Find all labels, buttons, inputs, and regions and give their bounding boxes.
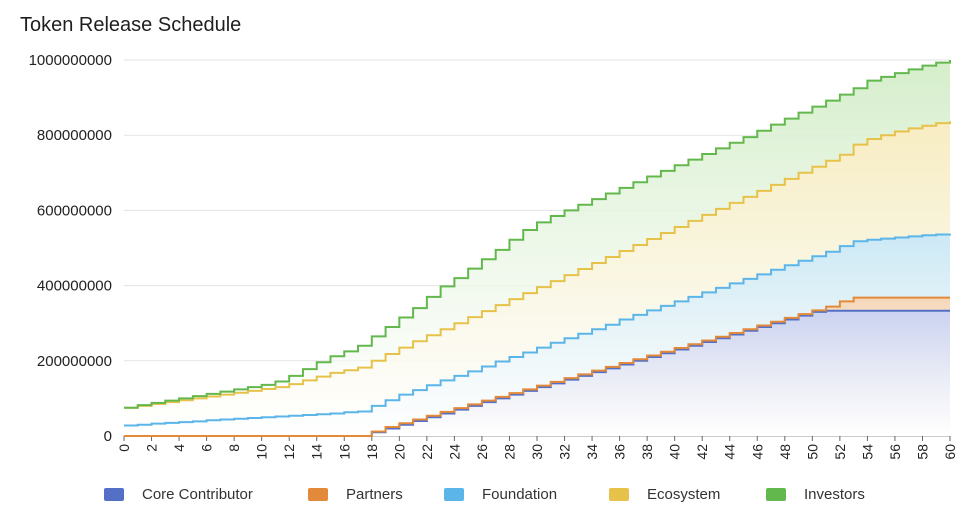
x-tick-label: 50 <box>804 444 820 460</box>
legend-label: Core Contributor <box>142 486 253 503</box>
x-tick-label: 60 <box>942 444 958 460</box>
x-tick-label: 54 <box>859 444 875 460</box>
x-tick-label: 24 <box>446 444 462 460</box>
y-tick-label: 400000000 <box>37 278 112 295</box>
x-tick-label: 8 <box>226 444 242 452</box>
x-tick-label: 48 <box>777 444 793 460</box>
x-tick-label: 36 <box>612 444 628 460</box>
legend-swatch <box>308 488 328 501</box>
chart-title: Token Release Schedule <box>20 14 242 36</box>
legend-label: Ecosystem <box>647 486 720 503</box>
x-tick-label: 58 <box>914 444 930 460</box>
x-tick-label: 46 <box>749 444 765 460</box>
x-tick-label: 12 <box>281 444 297 460</box>
x-tick-label: 32 <box>557 444 573 460</box>
y-tick-label: 200000000 <box>37 353 112 370</box>
legend-label: Investors <box>804 486 865 503</box>
y-tick-label: 600000000 <box>37 202 112 219</box>
x-tick-label: 26 <box>474 444 490 460</box>
legend-label: Partners <box>346 486 403 503</box>
legend-label: Foundation <box>482 486 557 503</box>
y-tick-label: 1000000000 <box>29 52 112 69</box>
x-tick-label: 18 <box>364 444 380 460</box>
x-tick-label: 22 <box>419 444 435 460</box>
x-tick-label: 20 <box>391 444 407 460</box>
x-tick-label: 38 <box>639 444 655 460</box>
legend-swatch <box>609 488 629 501</box>
series-line-foundation <box>124 233 951 427</box>
x-tick-label: 44 <box>722 444 738 460</box>
x-tick-label: 10 <box>254 444 270 460</box>
x-tick-label: 56 <box>887 444 903 460</box>
legend-swatch <box>444 488 464 501</box>
x-tick-label: 30 <box>529 444 545 460</box>
x-tick-label: 40 <box>667 444 683 460</box>
x-tick-label: 6 <box>199 444 215 452</box>
x-tick-label: 34 <box>584 444 600 460</box>
x-tick-label: 16 <box>336 444 352 460</box>
area-core_contributor <box>124 310 950 436</box>
x-tick-label: 0 <box>116 444 132 452</box>
x-tick-label: 42 <box>694 444 710 460</box>
series-line-ecosystem <box>124 121 951 409</box>
x-tick-label: 4 <box>171 444 187 452</box>
x-tick-label: 52 <box>832 444 848 460</box>
series-line-investors <box>124 60 951 409</box>
legend-swatch <box>104 488 124 501</box>
x-tick-label: 2 <box>144 444 160 452</box>
legend-swatch <box>766 488 786 501</box>
x-tick-label: 28 <box>501 444 517 460</box>
series-line-partners <box>124 296 950 437</box>
x-tick-label: 14 <box>309 444 325 460</box>
y-tick-label: 800000000 <box>37 127 112 144</box>
y-tick-label: 0 <box>104 428 112 445</box>
